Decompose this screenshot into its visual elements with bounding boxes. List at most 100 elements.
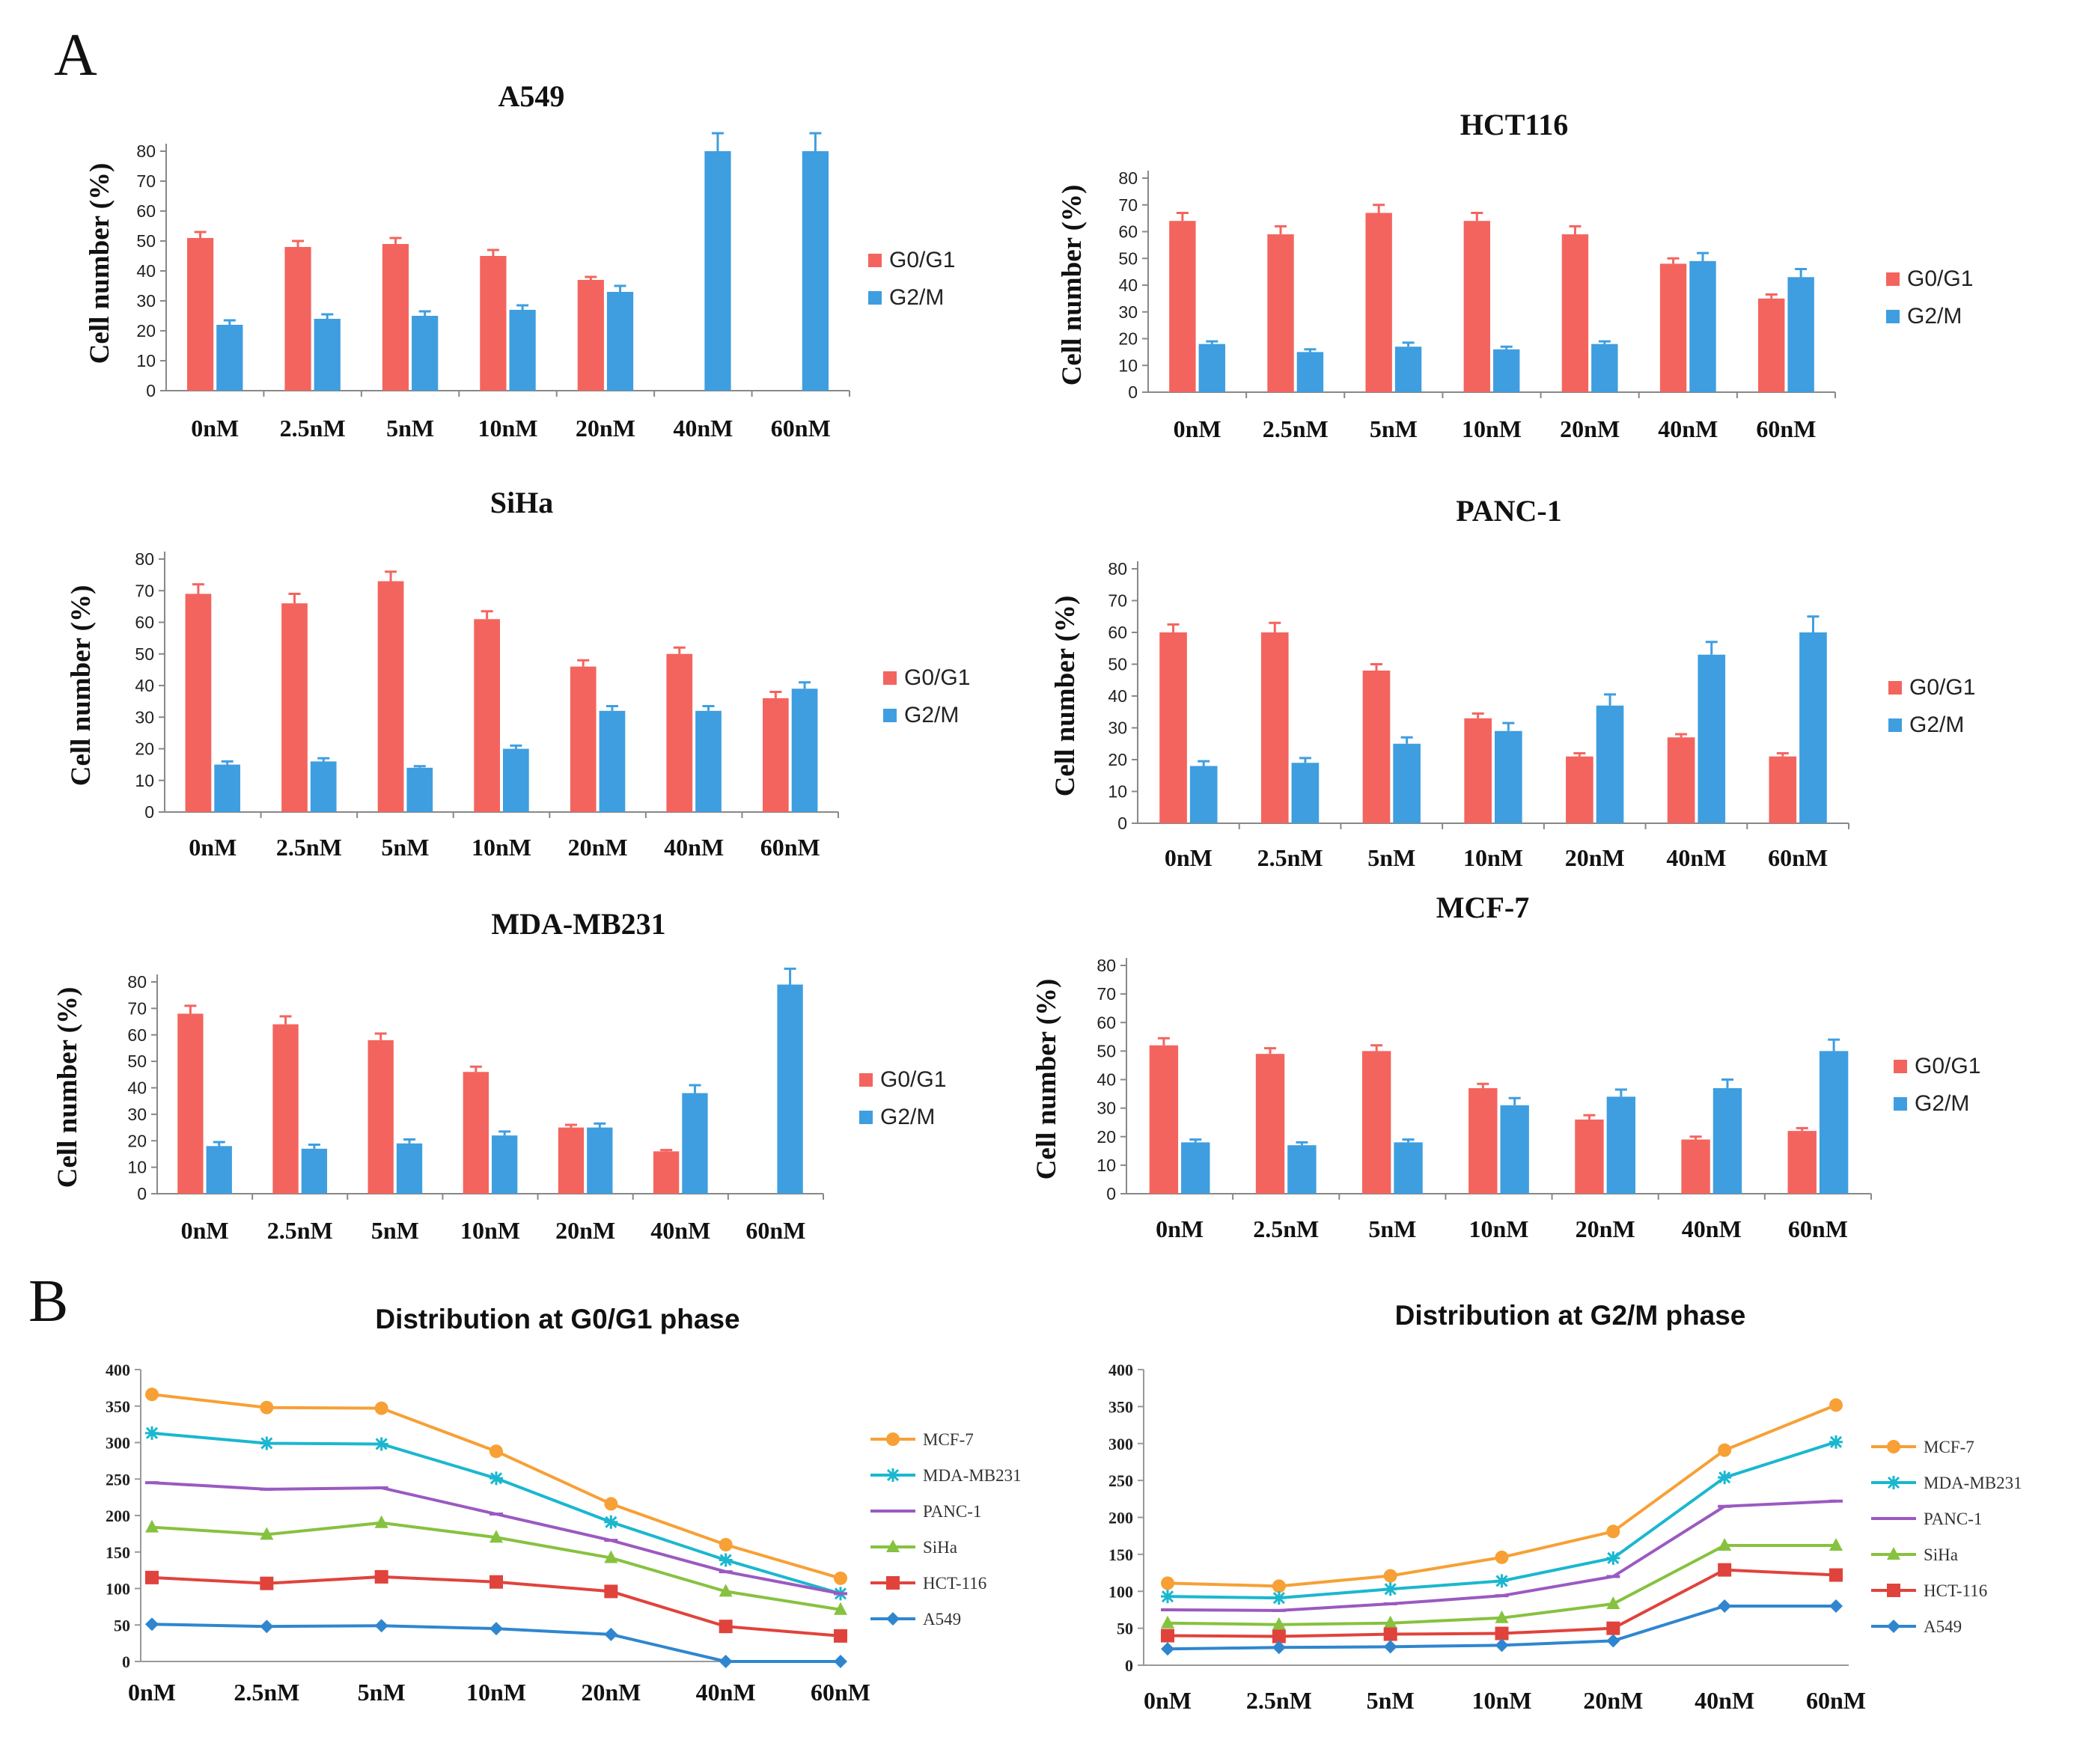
bar-g0-g1-40nm [1659,263,1687,392]
bar-g0-g1-2-5nm [1260,632,1289,823]
x-tick-label: 5nM [371,1217,419,1244]
bar-g2-m-2-5nm [301,1148,328,1194]
x-tick-label: 2.5nM [1253,1215,1319,1242]
legend-label-siha: SiHa [1924,1545,1958,1564]
y-tick-label: 50 [1097,1041,1116,1060]
bar-g0-g1-0nm [186,238,214,391]
bar-g2-m-5nm [406,767,433,812]
bar-chart-mcf7: MCF-7 Cell number (%) 0 10 20 30 40 50 60 70 80 0nM… [1031,891,1980,1242]
point-a549-60nm [834,1655,847,1668]
point-siha-0nm [145,1519,159,1533]
x-tick-label: 5nM [1367,1687,1415,1714]
x-tick-label: 10nM [466,1679,526,1706]
legend-label-a549: A549 [923,1610,961,1629]
legend-marker-siha [886,1539,900,1552]
point-mda-mb231-20nm [604,1515,618,1529]
bar-g2-m-10nm [1493,349,1520,392]
x-tick-label: 10nM [1463,844,1523,871]
point-mda-mb231-40nm [719,1553,733,1567]
bar-chart-hct116: HCT116 Cell number (%) 0 10 20 30 40 50 60 70 80 0n… [1057,108,1973,442]
y-tick-label: 40 [127,1078,147,1098]
y-tick-label: 400 [106,1361,130,1379]
x-tick-label: 10nM [460,1217,520,1244]
x-tick-label: 2.5nM [234,1679,299,1706]
point-hct-116-10nm [1495,1626,1509,1641]
point-a549-5nm [374,1619,388,1633]
point-siha-60nm [834,1602,847,1615]
point-mcf-7-60nm [1829,1398,1843,1412]
bar-g2-m-60nm [791,689,818,812]
y-tick-label: 100 [106,1580,130,1599]
line-chart-g0g1: Distribution at G0/G1 phase 0 50 100 150 200 2… [106,1304,1022,1706]
point-a549-20nm [604,1627,618,1641]
bar-g0-g1-20nm [1561,234,1589,392]
x-tick-label: 20nM [1560,415,1620,442]
y-tick-label: 70 [127,998,147,1018]
legend-label-mda-mb231: MDA-MB231 [1924,1474,2022,1492]
y-tick-label: 20 [136,321,156,341]
x-tick-label: 20nM [568,834,628,861]
legend-swatch-g0-g1 [883,671,897,685]
bar-g0-g1-40nm [1681,1139,1710,1194]
point-a549-5nm [1383,1640,1397,1654]
bar-g2-m-20nm [1606,1096,1636,1194]
x-tick-label: 40nM [1682,1215,1742,1242]
point-a549-10nm [1495,1638,1509,1652]
y-tick-label: 300 [1108,1435,1133,1453]
point-hct-116-20nm [1606,1621,1620,1635]
y-tick-label: 0 [1117,814,1127,833]
bar-g2-m-20nm [599,710,626,812]
point-mda-mb231-2-5nm [1272,1591,1286,1605]
chart-title: MDA-MB231 [491,907,665,941]
point-a549-10nm [489,1622,503,1636]
bar-g0-g1-0nm [177,1013,204,1194]
y-axis-label: Cell number (%) [1050,596,1081,797]
bar-g2-m-0nm [214,764,240,812]
chart-title: HCT116 [1460,108,1568,141]
point-siha-2-5nm [1272,1617,1286,1630]
bar-g0-g1-60nm [1787,1131,1817,1194]
y-tick-label: 40 [1097,1070,1116,1090]
point-hct-116-40nm [1718,1563,1732,1577]
legend-label-g0-g1: G0/G1 [880,1067,946,1092]
bar-g0-g1-10nm [1468,1087,1498,1194]
y-axis-label: Cell number (%) [85,163,115,364]
legend-label-mcf-7: MCF-7 [1924,1438,1974,1456]
point-hct-116-20nm [604,1584,618,1599]
x-tick-label: 20nM [1583,1687,1643,1714]
point-a549-2-5nm [260,1620,274,1634]
y-tick-label: 50 [127,1052,147,1071]
legend-swatch-g2-m [859,1111,873,1124]
y-tick-label: 0 [122,1652,130,1671]
legend-label-hct-116: HCT-116 [923,1574,986,1593]
y-tick-label: 350 [1108,1397,1133,1416]
y-tick-label: 20 [127,1131,147,1150]
y-tick-label: 10 [1118,355,1138,375]
y-axis-label: Cell number (%) [52,987,83,1188]
bar-g2-m-20nm [587,1127,613,1194]
legend-label-g2-m: G2/M [1907,304,1962,329]
point-mcf-7-20nm [1606,1525,1620,1539]
bar-g0-g1-10nm [1464,718,1492,823]
legend-marker-hct-116 [1887,1584,1900,1597]
x-tick-label: 10nM [1469,1215,1529,1242]
x-tick-label: 0nM [1144,1687,1192,1714]
legend-swatch-g2-m [868,291,882,305]
y-tick-label: 30 [1118,302,1138,322]
legend-swatch-g2-m [1886,310,1900,323]
y-tick-label: 0 [1125,1656,1133,1675]
y-tick-label: 50 [1117,1620,1133,1638]
bar-g0-g1-20nm [558,1127,585,1194]
point-mda-mb231-20nm [1606,1551,1620,1565]
bar-g2-m-10nm [492,1135,518,1194]
legend-swatch-g0-g1 [868,254,882,267]
y-tick-label: 50 [1108,655,1127,674]
legend-label-g0-g1: G0/G1 [904,665,970,690]
bar-g0-g1-40nm [653,1151,680,1194]
point-siha-0nm [1161,1615,1174,1629]
legend-label-g0-g1: G0/G1 [1915,1054,1980,1078]
y-tick-label: 40 [135,676,154,695]
y-tick-label: 10 [1108,782,1127,802]
x-tick-label: 20nM [1565,844,1625,871]
y-tick-label: 40 [136,261,156,281]
